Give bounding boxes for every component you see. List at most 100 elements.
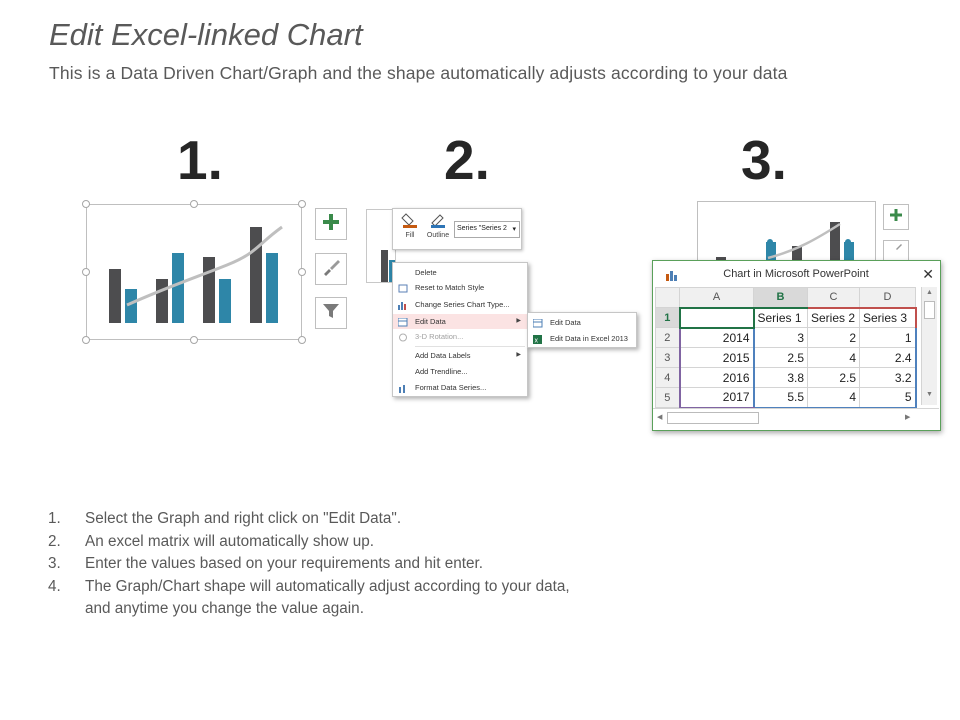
cell[interactable]: 4 <box>807 387 860 409</box>
bar-dark <box>109 269 121 323</box>
menu-item-change-chart-type[interactable]: Change Series Chart Type... <box>393 297 527 312</box>
cell[interactable]: 2016 <box>678 367 754 388</box>
cell[interactable]: 1 <box>859 327 917 348</box>
resize-handle[interactable] <box>82 336 90 344</box>
menu-item-label: Reset to Match Style <box>415 283 485 292</box>
chart-elements-button[interactable] <box>883 204 909 230</box>
cell[interactable]: 5 <box>859 387 917 409</box>
chart-behind-excel[interactable] <box>697 201 876 263</box>
outline-button[interactable]: Outline <box>423 211 453 239</box>
cell[interactable]: 3.8 <box>752 367 808 388</box>
excel-window-title: Chart in Microsoft PowerPoint <box>723 268 869 280</box>
column-header[interactable]: A <box>679 287 754 308</box>
resize-handle[interactable] <box>82 268 90 276</box>
row-header[interactable]: 1 <box>655 307 680 328</box>
resize-handle[interactable] <box>82 200 90 208</box>
paintbrush-icon <box>889 242 903 261</box>
scrollbar-thumb[interactable] <box>924 301 935 319</box>
cell[interactable]: 4 <box>807 347 860 368</box>
resize-handle[interactable] <box>190 336 198 344</box>
context-menu: Delete Reset to Match Style Change Serie… <box>392 262 528 397</box>
resize-handle[interactable] <box>298 200 306 208</box>
list-item-text: Enter the values based on your requireme… <box>85 555 483 572</box>
table-row: 5 2017 5.5 4 5 <box>655 387 917 409</box>
scroll-up-icon[interactable]: ▲ <box>926 289 933 296</box>
row-header[interactable]: 4 <box>655 367 680 388</box>
cell[interactable]: 2.4 <box>859 347 917 368</box>
reset-style-icon <box>398 283 408 293</box>
menu-item-label: Change Series Chart Type... <box>415 300 510 309</box>
list-item-text: Select the Graph and right click on "Edi… <box>85 510 402 527</box>
cell[interactable]: 2 <box>807 327 860 348</box>
row-header[interactable]: 5 <box>655 387 680 408</box>
menu-item-delete[interactable]: Delete <box>393 265 527 280</box>
resize-handle[interactable] <box>298 336 306 344</box>
pencil-icon <box>429 214 447 231</box>
scrollbar-thumb[interactable] <box>667 412 759 424</box>
column-chart <box>109 225 283 323</box>
chart-styles-button[interactable] <box>883 240 909 262</box>
cell[interactable]: 2015 <box>678 347 754 368</box>
column-header[interactable]: C <box>807 287 860 308</box>
list-item-text: and anytime you change the value again. <box>85 600 364 617</box>
chart-selection-frame[interactable] <box>86 204 302 340</box>
cell[interactable]: 2.5 <box>807 367 860 388</box>
resize-handle[interactable] <box>190 200 198 208</box>
cell[interactable]: 3 <box>752 327 808 348</box>
scroll-left-icon[interactable]: ◀ <box>657 414 663 421</box>
cell[interactable]: Series 3 <box>859 306 917 328</box>
edit-data-icon <box>532 318 543 328</box>
submenu-item-edit-in-excel[interactable]: x Edit Data in Excel 2013 <box>528 331 636 346</box>
instruction-list: 1. Select the Graph and right click on "… <box>48 508 570 621</box>
vertical-scrollbar[interactable]: ▲ ▼ <box>921 287 937 405</box>
menu-item-format-data-series[interactable]: Format Data Series... <box>393 380 527 395</box>
list-item: 4. The Graph/Chart shape will automatica… <box>48 576 570 599</box>
bar-dark <box>250 227 262 323</box>
edit-data-submenu: Edit Data x Edit Data in Excel 2013 <box>527 312 637 348</box>
menu-item-add-data-labels[interactable]: Add Data Labels ▶ <box>393 348 527 363</box>
chart-styles-button[interactable] <box>315 253 347 285</box>
bar-blue <box>125 289 137 323</box>
paint-bucket-icon <box>401 213 419 231</box>
cell-active[interactable] <box>678 306 755 329</box>
close-icon[interactable]: ✕ <box>922 266 934 282</box>
row-header[interactable]: 3 <box>655 347 680 368</box>
cell[interactable]: 3.2 <box>859 367 917 388</box>
menu-item-reset-style[interactable]: Reset to Match Style <box>393 280 527 295</box>
select-all-corner[interactable] <box>655 287 680 308</box>
cell[interactable]: 5.5 <box>752 387 808 409</box>
rotation-icon <box>398 332 408 342</box>
cell[interactable]: 2.5 <box>752 347 808 368</box>
table-row: 1 Series 1 Series 2 Series 3 <box>655 306 917 329</box>
chevron-down-icon: ▾ <box>512 226 516 233</box>
bar-blue <box>172 253 184 323</box>
column-header[interactable]: B <box>753 287 808 309</box>
format-series-icon <box>398 383 408 393</box>
resize-handle[interactable] <box>298 268 306 276</box>
filter-icon <box>321 301 341 326</box>
menu-item-add-trendline[interactable]: Add Trendline... <box>393 364 527 379</box>
submenu-item-edit-data[interactable]: Edit Data <box>528 315 636 330</box>
column-header-row: A B C D <box>655 287 916 309</box>
bar-blue <box>219 279 231 323</box>
column-header[interactable]: D <box>859 287 916 308</box>
series-select-value: Series "Series 2 <box>457 225 507 232</box>
cell[interactable]: 2014 <box>678 327 754 348</box>
cell[interactable]: 2017 <box>678 387 754 409</box>
excel-icon: x <box>533 334 543 345</box>
chart-filters-button[interactable] <box>315 297 347 329</box>
menu-item-label: Add Trendline... <box>415 367 468 376</box>
scroll-right-icon[interactable]: ▶ <box>905 414 911 421</box>
chart-elements-button[interactable] <box>315 208 347 240</box>
menu-item-edit-data[interactable]: Edit Data ▶ <box>393 314 527 329</box>
step-number-3: 3. <box>741 129 787 191</box>
fill-button[interactable]: Fill <box>395 211 425 239</box>
fill-label: Fill <box>405 232 415 239</box>
cell[interactable]: Series 1 <box>753 306 808 328</box>
scroll-down-icon[interactable]: ▼ <box>926 391 933 398</box>
row-header[interactable]: 2 <box>655 327 680 348</box>
horizontal-scrollbar[interactable]: ◀ ▶ <box>653 408 939 428</box>
series-select[interactable]: Series "Series 2 ▾ <box>454 221 520 238</box>
list-item: 1. Select the Graph and right click on "… <box>48 508 570 531</box>
cell[interactable]: Series 2 <box>807 306 860 328</box>
